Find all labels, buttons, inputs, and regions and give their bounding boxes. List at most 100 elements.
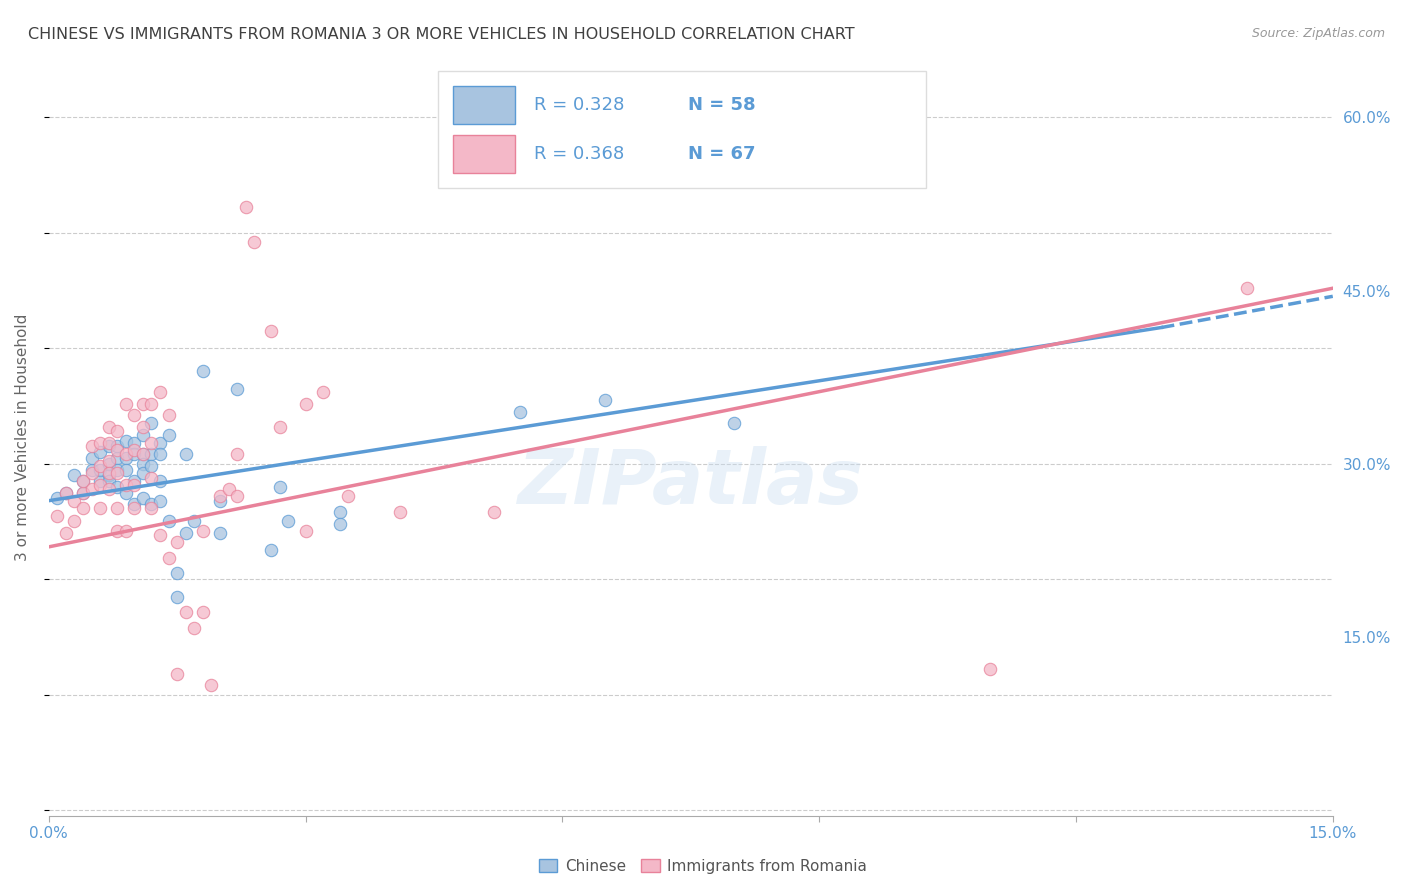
Point	[97, 439, 120, 453]
Point	[97, 468, 120, 483]
Point	[191, 605, 214, 619]
Point	[55, 526, 77, 541]
Point	[89, 474, 111, 488]
Point	[63, 468, 86, 483]
Point	[226, 448, 249, 462]
Point	[105, 466, 128, 480]
Point	[482, 505, 505, 519]
Point	[174, 526, 197, 541]
Bar	[453, 136, 515, 173]
Point	[149, 474, 172, 488]
Point	[89, 462, 111, 476]
Text: CHINESE VS IMMIGRANTS FROM ROMANIA 3 OR MORE VEHICLES IN HOUSEHOLD CORRELATION C: CHINESE VS IMMIGRANTS FROM ROMANIA 3 OR …	[28, 27, 855, 42]
Point	[191, 524, 214, 538]
Point	[46, 491, 69, 506]
Point	[105, 425, 128, 439]
Point	[149, 436, 172, 450]
Point	[235, 201, 257, 215]
Point	[174, 448, 197, 462]
Point	[157, 428, 180, 442]
Point	[141, 448, 163, 462]
Point	[509, 405, 531, 419]
Point	[149, 493, 172, 508]
Text: N = 58: N = 58	[688, 96, 756, 114]
Point	[97, 474, 120, 488]
Point	[149, 385, 172, 400]
Point	[260, 324, 283, 338]
Text: N = 67: N = 67	[688, 145, 755, 163]
Point	[1236, 281, 1258, 295]
Point	[294, 397, 316, 411]
Point	[200, 678, 222, 692]
Point	[97, 436, 120, 450]
Point	[63, 515, 86, 529]
Point	[124, 436, 146, 450]
Point	[72, 474, 94, 488]
Point	[124, 448, 146, 462]
Point	[132, 466, 155, 480]
Point	[243, 235, 266, 249]
Point	[132, 491, 155, 506]
Point	[80, 439, 103, 453]
Point	[149, 448, 172, 462]
Point	[269, 419, 291, 434]
Point	[132, 457, 155, 471]
Point	[105, 524, 128, 538]
Point	[166, 666, 188, 681]
Point	[124, 500, 146, 515]
Point	[114, 397, 136, 411]
Point	[723, 417, 745, 431]
Point	[166, 590, 188, 604]
Point	[329, 505, 352, 519]
Point	[124, 409, 146, 423]
Point	[124, 497, 146, 511]
Point	[294, 524, 316, 538]
Point	[114, 450, 136, 465]
Point	[141, 497, 163, 511]
Point	[979, 662, 1001, 676]
Point	[80, 462, 103, 476]
Point	[208, 493, 231, 508]
Point	[114, 477, 136, 491]
Point	[97, 482, 120, 496]
Text: R = 0.328: R = 0.328	[534, 96, 624, 114]
Point	[149, 528, 172, 542]
Point	[269, 480, 291, 494]
Point	[337, 489, 360, 503]
Point	[208, 489, 231, 503]
Point	[226, 489, 249, 503]
FancyBboxPatch shape	[437, 71, 925, 188]
Point	[89, 458, 111, 473]
Point	[174, 605, 197, 619]
Point	[166, 566, 188, 581]
Point	[105, 462, 128, 476]
Point	[141, 436, 163, 450]
Point	[132, 397, 155, 411]
Point	[97, 454, 120, 468]
Point	[208, 526, 231, 541]
Point	[157, 409, 180, 423]
Point	[226, 382, 249, 396]
Point	[80, 482, 103, 496]
Point	[218, 482, 240, 496]
Point	[72, 485, 94, 500]
Point	[72, 500, 94, 515]
Point	[72, 485, 94, 500]
Point	[114, 434, 136, 448]
Point	[105, 439, 128, 453]
Point	[311, 385, 333, 400]
Point	[80, 450, 103, 465]
Point	[55, 485, 77, 500]
Point	[141, 458, 163, 473]
Point	[157, 515, 180, 529]
Point	[329, 516, 352, 531]
Point	[55, 485, 77, 500]
Y-axis label: 3 or more Vehicles in Household: 3 or more Vehicles in Household	[15, 314, 30, 561]
Point	[114, 448, 136, 462]
Point	[157, 551, 180, 566]
Point	[132, 428, 155, 442]
Point	[124, 442, 146, 457]
Point	[166, 535, 188, 549]
Point	[593, 393, 616, 408]
Text: ZIPatlas: ZIPatlas	[517, 446, 863, 520]
